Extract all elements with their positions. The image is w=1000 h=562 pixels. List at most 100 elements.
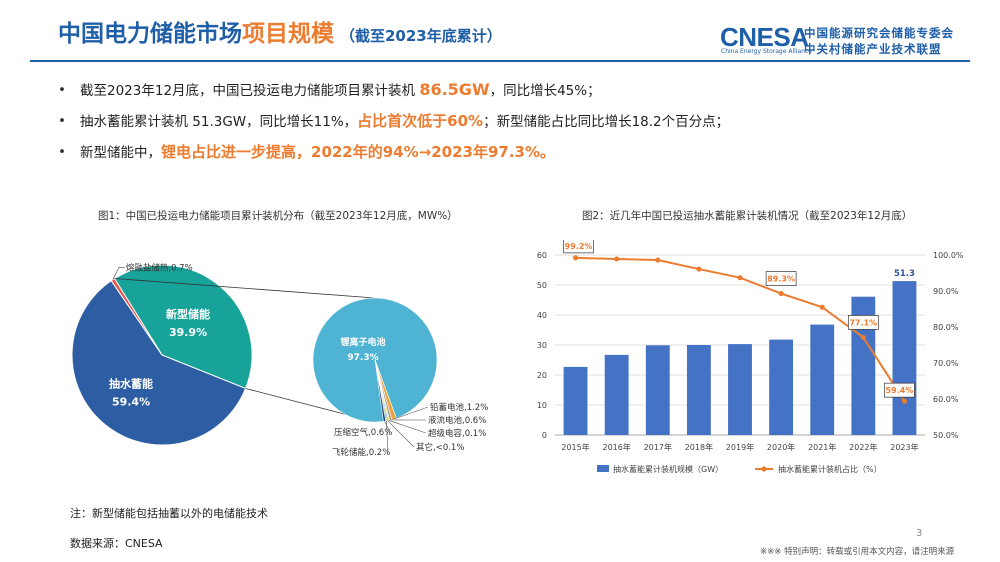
y-tick-left: 30 xyxy=(537,341,547,350)
pie-chart: 抽水蓄能 59.4% 新型储能 39.9% 熔融盐储热,0.7% 锂离子电池 97.3% 铅蓄… xyxy=(71,263,488,458)
legend-label: 抽水蓄能累计装机规模（GW） xyxy=(613,464,723,474)
x-tick: 2022年 xyxy=(849,442,877,452)
leader-line xyxy=(388,420,427,434)
pie-label: 新型储能 xyxy=(166,307,210,321)
bar xyxy=(645,345,670,435)
disclaimer: ※※※ 特别声明：转载或引用本文内容，请注明来源 xyxy=(760,547,955,557)
line-point xyxy=(696,266,702,272)
breakdown-label: 铅蓄电池,1.2% xyxy=(430,402,488,413)
line-label-box xyxy=(847,315,879,330)
bar xyxy=(728,344,752,435)
breakdown-label: 其它,<0.1% xyxy=(416,442,464,453)
bullet-2-emphasis: 占比首次低于60% xyxy=(357,112,484,130)
line-point xyxy=(614,256,620,262)
logo-chinese-line2: 中关村储能产业技术联盟 xyxy=(804,42,942,56)
bar xyxy=(892,281,917,435)
y-tick-left: 40 xyxy=(537,311,547,320)
line-point xyxy=(778,290,784,297)
legend-swatch-marker xyxy=(761,466,767,472)
y-tick-left: 10 xyxy=(537,401,547,410)
fig2-title: 图2：近几年中国已投运抽水蓄能累计装机情况（截至2023年12月底） xyxy=(582,210,913,222)
logo-chinese-line1: 中国能源研究会储能专委会 xyxy=(804,26,954,40)
x-tick: 2023年 xyxy=(890,442,918,452)
leader-line xyxy=(386,420,389,453)
bullet-2: 抽水蓄能累计装机 51.3GW，同比增长11%，占比首次低于60%；新型储能占比… xyxy=(58,111,729,142)
breakdown-label: 锂离子电池 xyxy=(340,336,385,348)
title-highlight: 项目规模 xyxy=(242,21,334,47)
bar xyxy=(851,296,876,435)
logo-english: China Energy Storage Alliance xyxy=(721,48,812,55)
line-point xyxy=(819,304,825,310)
x-tick: 2021年 xyxy=(808,442,836,452)
bar-line-chart: 0 10 20 30 40 50 60 50.0% 60.0% 70.0% 80.0% 90.0% 10… xyxy=(537,240,964,474)
page-title: 中国电力储能市场项目规模 （截至2023年底累计） xyxy=(58,14,502,48)
footnote: 注：新型储能包括抽蓄以外的电储能技术 xyxy=(70,507,268,520)
bullet-1-emphasis: 86.5GW xyxy=(419,80,490,99)
line-label-box xyxy=(765,271,797,286)
x-tick: 2017年 xyxy=(644,442,672,452)
y-tick-right: 50.0% xyxy=(933,431,959,440)
x-tick: 2019年 xyxy=(726,442,754,452)
bullet-3-emphasis: 锂电占比进一步提高，2022年的94%→2023年97.3%。 xyxy=(161,143,556,161)
y-tick-left: 60 xyxy=(537,251,547,260)
summary-bullets: 截至2023年12月底，中国已投运电力储能项目累计装机 86.5GW，同比增长4… xyxy=(58,80,729,173)
pie-label: 熔融盐储热,0.7% xyxy=(126,263,193,274)
y-tick-left: 50 xyxy=(537,281,547,290)
line-point xyxy=(572,255,579,261)
line-label: 77.1% xyxy=(849,318,877,327)
logo-wordmark: CNESA xyxy=(720,22,809,52)
legend-label: 抽水蓄能累计装机占比（%） xyxy=(778,464,882,474)
y-tick-right: 90.0% xyxy=(933,287,959,296)
connector-line xyxy=(114,278,376,299)
bar xyxy=(686,345,711,435)
bar xyxy=(604,354,629,435)
bullet-3: 新型储能中，锂电占比进一步提高，2022年的94%→2023年97.3%。 xyxy=(58,142,729,173)
leader-line xyxy=(387,420,415,448)
breakdown-label: 超级电容,0.1% xyxy=(428,428,486,439)
header-divider xyxy=(30,60,970,62)
leader-line xyxy=(384,421,391,433)
bullet-1-text: 截至2023年12月底，中国已投运电力储能项目累计装机 xyxy=(80,83,420,99)
y-tick-right: 70.0% xyxy=(933,359,959,368)
breakdown-label: 液流电池,0.6% xyxy=(428,415,486,426)
y-tick-right: 100.0% xyxy=(933,251,964,260)
y-tick-right: 60.0% xyxy=(933,395,959,404)
line-point xyxy=(655,257,661,263)
legend-swatch-bar xyxy=(597,465,609,472)
bullet-1-tail: ，同比增长45%； xyxy=(489,83,601,99)
bar-label: 51.3 xyxy=(894,269,915,279)
pie-slice xyxy=(71,279,247,446)
line-point xyxy=(737,275,743,281)
pie-label: 抽水蓄能 xyxy=(109,377,153,391)
x-tick: 2016年 xyxy=(602,442,630,452)
line-point xyxy=(860,334,866,341)
page-number: 3 xyxy=(916,528,923,539)
bullet-2-text: 抽水蓄能累计装机 51.3GW，同比增长11%， xyxy=(80,114,358,130)
pie-label: 39.9% xyxy=(169,326,207,339)
x-tick: 2020年 xyxy=(767,442,795,452)
title-subtitle: （截至2023年底累计） xyxy=(340,27,502,45)
y-tick-right: 80.0% xyxy=(933,323,959,332)
line-label-box xyxy=(884,382,915,398)
leader-line xyxy=(112,267,125,280)
x-tick: 2018年 xyxy=(685,442,713,452)
pie-slice xyxy=(110,277,163,356)
line-point xyxy=(901,398,908,404)
leader-line xyxy=(393,406,429,420)
bullet-2-tail: ；新型储能占比同比增长18.2个百分点； xyxy=(483,114,730,130)
x-tick: 2015年 xyxy=(561,442,589,452)
bar xyxy=(810,324,835,435)
bullet-1: 截至2023年12月底，中国已投运电力储能项目累计装机 86.5GW，同比增长4… xyxy=(58,80,729,111)
fig1-title: 图1：中国已投运电力储能项目累计装机分布（截至2023年12月底，MW%） xyxy=(98,210,458,222)
bullet-3-text: 新型储能中， xyxy=(80,145,161,161)
title-main: 中国电力储能市场 xyxy=(58,21,242,47)
bar xyxy=(563,366,588,435)
y-tick-left: 20 xyxy=(537,371,547,380)
data-source: 数据来源：CNESA xyxy=(70,537,163,550)
breakdown-label: 飞轮储能,0.2% xyxy=(332,447,390,458)
bar xyxy=(769,339,794,435)
line-label: 99.2% xyxy=(565,242,593,251)
line-label-box xyxy=(563,240,594,254)
y-tick-left: 0 xyxy=(542,431,547,440)
pie-label: 59.4% xyxy=(112,396,150,409)
